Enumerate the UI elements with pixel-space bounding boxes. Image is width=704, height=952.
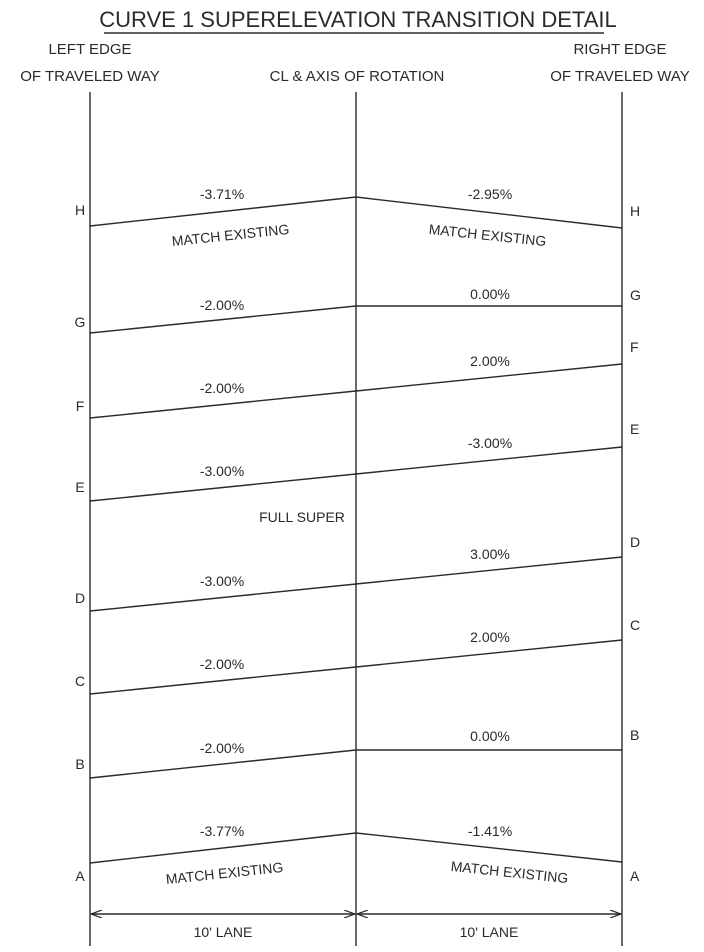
station-b-right-label: B xyxy=(630,727,639,743)
right-edge-header-line1: RIGHT EDGE xyxy=(573,41,666,58)
section-e-right-line xyxy=(356,447,622,474)
diagram-title: CURVE 1 SUPERELEVATION TRANSITION DETAIL xyxy=(99,7,617,32)
centerline-header: CL & AXIS OF ROTATION xyxy=(270,68,445,85)
station-d-right-label: D xyxy=(630,534,640,550)
station-b-left-label: B xyxy=(75,756,84,772)
station-g-left-label: G xyxy=(75,314,86,330)
full-super-label: FULL SUPER xyxy=(259,509,345,525)
station-g-right-slope: 0.00% xyxy=(470,286,510,302)
station-e-right-slope: -3.00% xyxy=(468,435,512,451)
station-g-right-label: G xyxy=(630,287,641,303)
station-a-right-label: A xyxy=(630,868,640,884)
station-f-right-label: F xyxy=(630,339,639,355)
station-a-left-note: MATCH EXISTING xyxy=(165,859,284,887)
station-b-right-slope: 0.00% xyxy=(470,728,510,744)
right-edge-header-line2: OF TRAVELED WAY xyxy=(550,68,689,85)
left-edge-header-line1: LEFT EDGE xyxy=(48,41,131,58)
station-a-right-slope: -1.41% xyxy=(468,823,512,839)
station-f-left-label: F xyxy=(76,398,85,414)
station-h-right-slope: -2.95% xyxy=(468,186,512,202)
station-h-right-note: MATCH EXISTING xyxy=(428,221,547,249)
station-h-left-slope: -3.71% xyxy=(200,186,244,202)
station-a-right-note: MATCH EXISTING xyxy=(450,858,569,886)
station-d-left-slope: -3.00% xyxy=(200,573,244,589)
station-b-left-slope: -2.00% xyxy=(200,740,244,756)
station-e-left-label: E xyxy=(75,479,84,495)
station-c-left-slope: -2.00% xyxy=(200,656,244,672)
station-h-left-label: H xyxy=(75,202,85,218)
station-g-left-slope: -2.00% xyxy=(200,297,244,313)
station-c-right-label: C xyxy=(630,617,640,633)
station-a-left-slope: -3.77% xyxy=(200,823,244,839)
right-lane-dimension-label: 10' LANE xyxy=(460,924,519,940)
station-f-right-slope: 2.00% xyxy=(470,353,510,369)
station-d-right-slope: 3.00% xyxy=(470,546,510,562)
station-e-left-slope: -3.00% xyxy=(200,463,244,479)
station-c-right-slope: 2.00% xyxy=(470,629,510,645)
left-edge-header-line2: OF TRAVELED WAY xyxy=(20,68,159,85)
station-d-left-label: D xyxy=(75,590,85,606)
station-e-right-label: E xyxy=(630,421,639,437)
station-c-left-label: C xyxy=(75,673,85,689)
left-lane-dimension-label: 10' LANE xyxy=(194,924,253,940)
station-a-left-label: A xyxy=(75,868,85,884)
station-h-left-note: MATCH EXISTING xyxy=(171,221,290,249)
station-h-right-label: H xyxy=(630,203,640,219)
station-f-left-slope: -2.00% xyxy=(200,380,244,396)
